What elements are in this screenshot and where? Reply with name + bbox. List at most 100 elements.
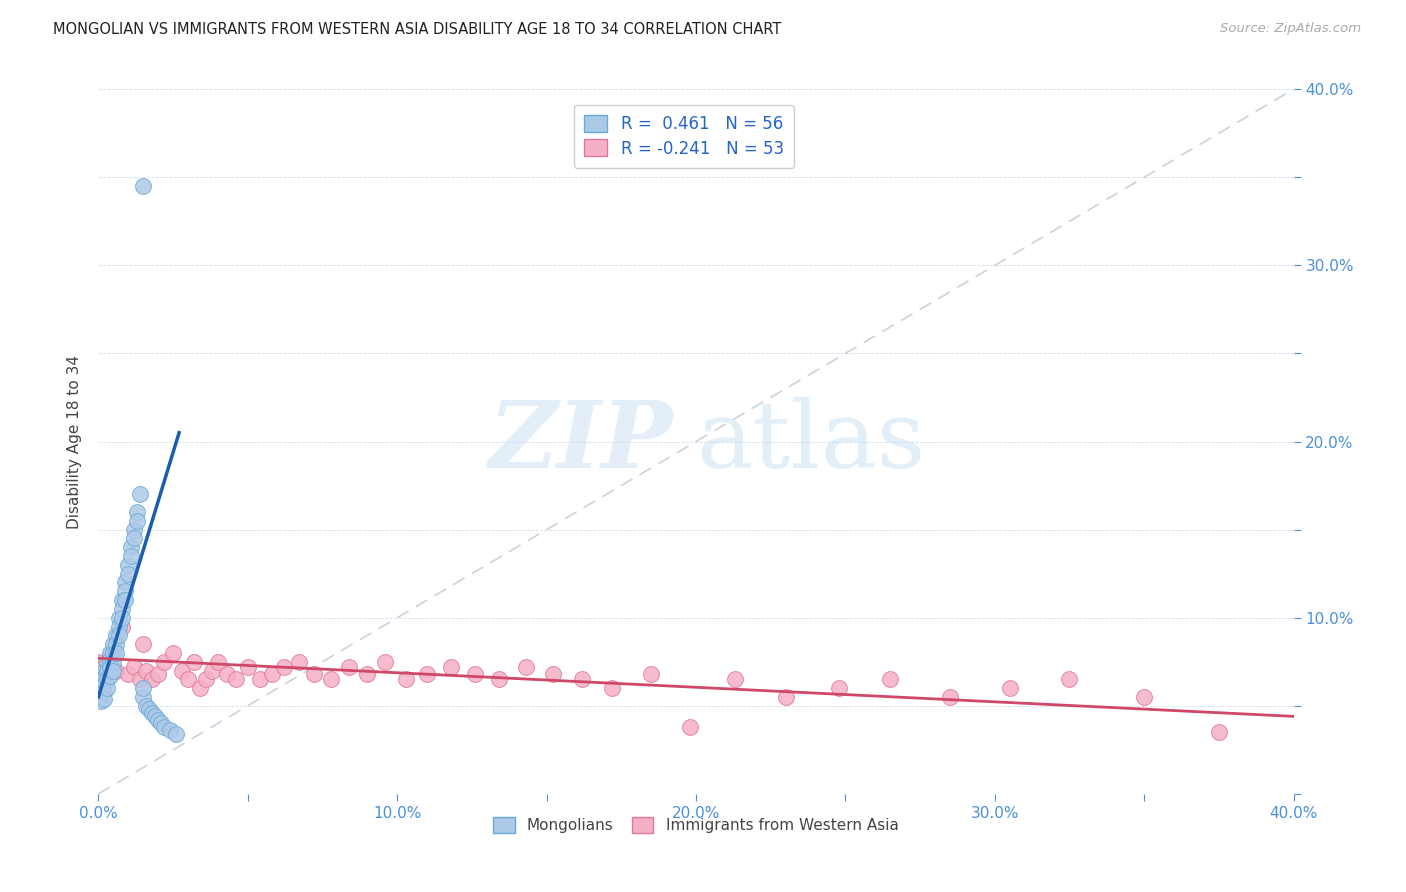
Point — [114, 593, 136, 607]
Y-axis label: Disability Age 18 to 34: Disability Age 18 to 34 — [67, 354, 83, 529]
Point — [96, 655, 118, 669]
Point — [117, 566, 139, 581]
Point — [108, 628, 131, 642]
Point — [98, 646, 122, 660]
Point — [93, 684, 115, 698]
Point — [135, 664, 157, 678]
Point — [416, 667, 439, 681]
Point — [440, 660, 463, 674]
Point — [105, 646, 128, 660]
Point — [541, 667, 564, 681]
Point — [129, 487, 152, 501]
Point — [124, 532, 146, 546]
Point — [103, 664, 125, 678]
Point — [828, 681, 851, 696]
Point — [150, 716, 173, 731]
Point — [87, 690, 110, 704]
Point — [93, 660, 115, 674]
Point — [96, 664, 118, 678]
Point — [273, 660, 295, 674]
Point — [120, 549, 142, 563]
Point — [98, 660, 122, 674]
Point — [93, 671, 115, 685]
Point — [395, 673, 418, 687]
Point — [129, 673, 152, 687]
Point — [201, 664, 224, 678]
Point — [159, 723, 181, 738]
Point — [177, 673, 200, 687]
Point — [488, 673, 510, 687]
Point — [117, 667, 139, 681]
Point — [287, 655, 309, 669]
Point — [571, 673, 593, 687]
Point — [98, 649, 122, 664]
Point — [356, 667, 378, 681]
Point — [111, 602, 134, 616]
Point — [93, 678, 115, 692]
Point — [90, 678, 112, 692]
Point — [249, 673, 271, 687]
Point — [148, 667, 170, 681]
Point — [108, 619, 131, 633]
Point — [679, 720, 702, 734]
Point — [111, 619, 134, 633]
Point — [775, 690, 797, 704]
Point — [96, 673, 118, 687]
Point — [124, 523, 146, 537]
Point — [90, 693, 112, 707]
Point — [302, 667, 325, 681]
Point — [724, 673, 747, 687]
Point — [127, 514, 149, 528]
Point — [108, 610, 131, 624]
Point — [879, 673, 901, 687]
Point — [105, 628, 128, 642]
Point — [215, 667, 238, 681]
Point — [127, 505, 149, 519]
Point — [939, 690, 962, 704]
Point — [132, 637, 155, 651]
Point — [103, 655, 125, 669]
Point — [105, 664, 128, 678]
Text: ZIP: ZIP — [488, 397, 672, 486]
Point — [153, 655, 176, 669]
Point — [103, 646, 125, 660]
Point — [183, 655, 205, 669]
Point — [98, 653, 122, 667]
Point — [236, 660, 259, 674]
Point — [188, 681, 211, 696]
Point — [1133, 690, 1156, 704]
Point — [464, 667, 486, 681]
Point — [339, 660, 361, 674]
Point — [93, 691, 115, 706]
Point — [111, 593, 134, 607]
Point — [998, 681, 1021, 696]
Point — [132, 690, 155, 704]
Point — [90, 673, 112, 687]
Point — [98, 669, 122, 683]
Point — [162, 646, 184, 660]
Point — [120, 540, 142, 554]
Point — [111, 610, 134, 624]
Point — [148, 713, 170, 727]
Point — [124, 660, 146, 674]
Point — [1059, 673, 1081, 687]
Point — [172, 664, 194, 678]
Point — [96, 681, 118, 696]
Point — [132, 179, 155, 194]
Point — [93, 664, 115, 678]
Point — [114, 584, 136, 599]
Point — [138, 702, 160, 716]
Point — [515, 660, 537, 674]
Point — [87, 681, 110, 696]
Point — [1208, 725, 1230, 739]
Point — [114, 575, 136, 590]
Point — [135, 698, 157, 713]
Text: atlas: atlas — [696, 397, 925, 486]
Point — [602, 681, 624, 696]
Point — [132, 681, 155, 696]
Point — [105, 637, 128, 651]
Point — [640, 667, 662, 681]
Point — [374, 655, 396, 669]
Point — [143, 709, 166, 723]
Point — [103, 637, 125, 651]
